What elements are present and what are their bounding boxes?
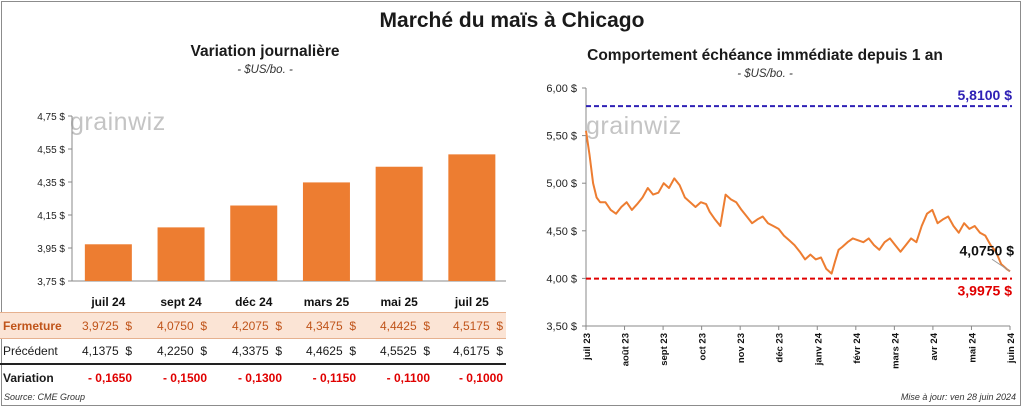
line-chart: 3,50 $ 4,00 $ 4,50 $ 5,00 $ 5,50 $ 6,00 $ juil…: [546, 83, 1017, 369]
left-panel-title: Variation journalière: [190, 43, 340, 60]
table-cell: 4,2250 $: [156, 344, 207, 358]
x-tick-label: juin 24: [1006, 332, 1017, 364]
bar: [375, 166, 423, 281]
y-tick-label: 4,50 $: [546, 226, 577, 238]
y-tick-label: 5,50 $: [546, 131, 577, 143]
x-tick-label: avr 24: [929, 332, 940, 360]
last-value-leader: [991, 258, 1011, 272]
bar: [84, 244, 132, 281]
table-cell: 4,4425 $: [379, 319, 430, 333]
main-title: Marché du maïs à Chicago: [379, 9, 645, 32]
x-tick-label: févr 24: [852, 332, 863, 363]
x-tick-label: déc 24: [235, 295, 273, 309]
table-cell: 3,9725 $: [81, 319, 132, 333]
y-tick-label: 5,00 $: [546, 178, 577, 190]
source-note: Source: CME Group: [4, 392, 86, 402]
table-cell: - 0,1000: [458, 371, 503, 385]
table-cell: 4,0750 $: [156, 319, 207, 333]
table-row-precedent: Précédent 4,1375 $ 4,2250 $ 4,3375 $ 4,4…: [0, 338, 506, 365]
table-cell: 4,3375 $: [231, 344, 282, 358]
x-tick-label: juil 23: [582, 333, 593, 361]
table-cell: - 0,1500: [162, 371, 207, 385]
watermark-left: grainwiz: [70, 108, 166, 136]
max-reference-label: 5,8100 $: [958, 87, 1013, 103]
row-label-variation: Variation: [3, 371, 54, 385]
y-tick-label: 3,95 $: [37, 244, 65, 255]
table-cell: 4,3475 $: [305, 319, 356, 333]
table-row-fermeture: Fermeture 3,9725 $ 4,0750 $ 4,2075 $ 4,3…: [0, 312, 506, 339]
table-cell: - 0,1300: [237, 371, 282, 385]
table-cell: 4,2075 $: [231, 319, 282, 333]
bar-chart: 3,75 $ 3,95 $ 4,15 $ 4,35 $ 4,55 $ 4,75 $ juil…: [37, 112, 506, 309]
x-tick-label: mars 25: [304, 295, 350, 309]
table-cell: - 0,1100: [386, 371, 430, 385]
x-tick-label: déc 23: [775, 333, 786, 363]
x-tick-label: janv 24: [813, 332, 824, 366]
table-cell: - 0,1650: [87, 371, 132, 385]
x-tick-label: mai 25: [380, 295, 418, 309]
watermark-right: grainwiz: [586, 112, 682, 140]
y-tick-label: 3,75 $: [37, 277, 65, 288]
y-tick-label: 3,50 $: [546, 321, 577, 333]
bar: [448, 154, 496, 281]
row-label-precedent: Précédent: [3, 344, 58, 358]
y-tick-label: 4,00 $: [546, 273, 577, 285]
x-tick-label: juil 24: [90, 295, 125, 309]
x-tick-label: sept 23: [659, 333, 670, 366]
y-tick-label: 4,75 $: [37, 112, 65, 123]
x-tick-label: oct 23: [698, 333, 709, 360]
table-cell: 4,1375 $: [81, 344, 132, 358]
x-tick-label: nov 23: [736, 333, 747, 363]
x-tick-label: août 23: [621, 333, 632, 366]
bar: [230, 205, 278, 281]
last-value-label: 4,0750 $: [960, 242, 1015, 258]
x-tick-label: mai 24: [967, 332, 978, 362]
table-row-variation: Variation - 0,1650 - 0,1500 - 0,1300 - 0…: [0, 365, 506, 390]
right-panel-subtitle: - $US/bo. -: [737, 68, 793, 80]
table-cell: 4,5525 $: [379, 344, 430, 358]
table-cell: - 0,1150: [312, 371, 356, 385]
x-tick-label: mars 24: [890, 332, 901, 369]
row-label-fermeture: Fermeture: [3, 319, 62, 333]
price-series-line: [585, 130, 1011, 275]
min-reference-label: 3,9975 $: [958, 283, 1013, 299]
left-panel-subtitle: - $US/bo. -: [237, 64, 293, 76]
x-tick-label: juil 25: [454, 295, 489, 309]
y-tick-label: 4,15 $: [37, 211, 65, 222]
table-cell: 4,6175 $: [452, 344, 503, 358]
table-cell: 4,4625 $: [305, 344, 356, 358]
bar: [302, 182, 350, 281]
bar: [157, 227, 205, 281]
x-tick-label: sept 24: [160, 295, 202, 309]
right-panel-title: Comportement échéance immédiate depuis 1…: [587, 47, 943, 64]
update-note: Mise à jour: ven 28 juin 2024: [900, 392, 1016, 402]
y-tick-label: 4,35 $: [37, 178, 65, 189]
table-cell: 4,5175 $: [452, 319, 503, 333]
y-tick-label: 4,55 $: [37, 145, 65, 156]
y-tick-label: 6,00 $: [546, 83, 577, 95]
